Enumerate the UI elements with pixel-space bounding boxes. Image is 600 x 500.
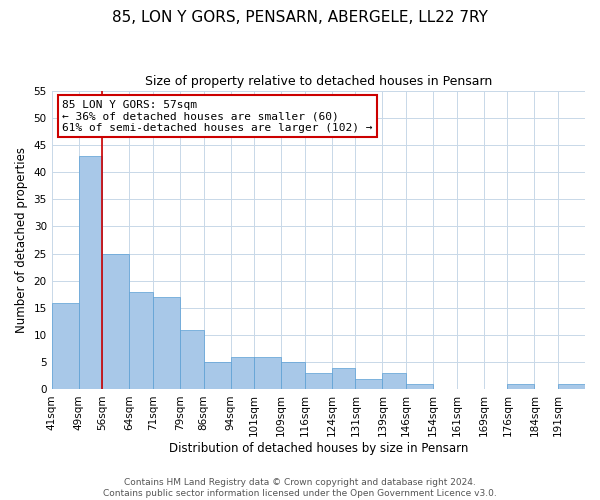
Bar (558, 384, 585, 390)
Bar (281, 362, 305, 390)
Bar (153, 297, 180, 390)
Bar (332, 368, 355, 390)
Bar (254, 357, 281, 390)
Bar (230, 357, 254, 390)
Bar (130, 292, 153, 390)
Text: Contains HM Land Registry data © Crown copyright and database right 2024.
Contai: Contains HM Land Registry data © Crown c… (103, 478, 497, 498)
Text: 85, LON Y GORS, PENSARN, ABERGELE, LL22 7RY: 85, LON Y GORS, PENSARN, ABERGELE, LL22 … (112, 10, 488, 25)
Text: 85 LON Y GORS: 57sqm
← 36% of detached houses are smaller (60)
61% of semi-detac: 85 LON Y GORS: 57sqm ← 36% of detached h… (62, 100, 373, 132)
Bar (52, 302, 79, 390)
Y-axis label: Number of detached properties: Number of detached properties (15, 147, 28, 333)
Bar (203, 362, 230, 390)
Bar (355, 378, 382, 390)
Bar (406, 384, 433, 390)
Bar (305, 373, 332, 390)
Bar (79, 156, 102, 390)
Bar (102, 254, 130, 390)
X-axis label: Distribution of detached houses by size in Pensarn: Distribution of detached houses by size … (169, 442, 468, 455)
Bar (382, 373, 406, 390)
Title: Size of property relative to detached houses in Pensarn: Size of property relative to detached ho… (145, 75, 492, 88)
Bar (508, 384, 535, 390)
Bar (180, 330, 203, 390)
